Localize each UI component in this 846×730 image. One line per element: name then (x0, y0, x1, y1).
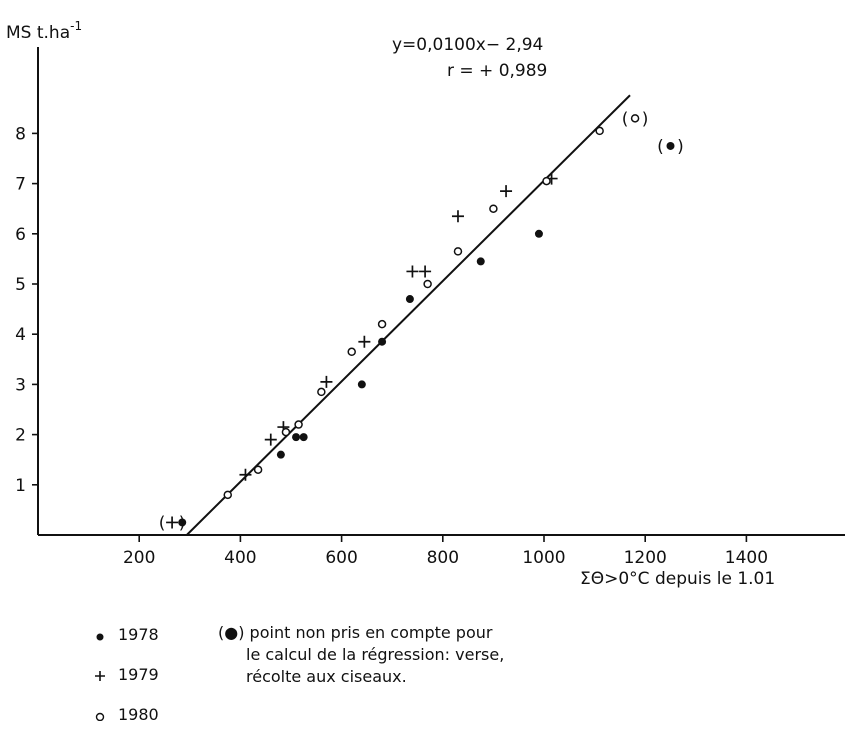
y-tick-label: 8 (15, 124, 26, 144)
point-1980 (489, 204, 498, 213)
point-1979 (500, 185, 513, 198)
point-1980 (317, 387, 326, 397)
excluded-point-1978 (666, 141, 675, 150)
point-1979 (451, 210, 464, 223)
legend-item-1980: 1980 (82, 700, 159, 730)
point-1980 (595, 126, 604, 136)
regression-equation: y=0,0100x− 2,94 (392, 35, 543, 55)
point-1979 (320, 375, 333, 388)
filled-circle-icon (82, 629, 118, 641)
point-1978 (357, 380, 366, 389)
correlation-coefficient: r = + 0,989 (447, 61, 547, 81)
y-tick-label: 3 (15, 375, 26, 395)
legend-label: 1978 (118, 625, 159, 644)
legend-item-1979: 1979 (82, 660, 159, 690)
note-marker: (●) (218, 623, 245, 642)
y-tick-label: 6 (15, 225, 26, 245)
paren-open: ( (622, 109, 629, 129)
x-axis-title: ΣΘ>0°C depuis le 1.01 (580, 569, 775, 589)
note-line-3: récolte aux ciseaux. (246, 667, 407, 686)
point-1980 (542, 176, 551, 186)
tick-layer: 200 400 600 800 1000 1200 1400 1 2 3 4 5 6 7 8 (15, 124, 768, 568)
point-1979 (239, 468, 252, 481)
point-1980 (453, 247, 463, 256)
regression-line-layer (186, 94, 631, 536)
note-line-1: point non pris en compte pour (249, 623, 493, 642)
regression-line (186, 94, 631, 536)
point-1978 (405, 295, 414, 304)
point-1978 (178, 518, 187, 527)
point-1979 (264, 433, 277, 446)
note-line-2: le calcul de la régression: verse, (246, 645, 505, 664)
point-1980 (423, 279, 432, 289)
y-tick-label: 1 (15, 476, 26, 496)
point-1979 (358, 335, 371, 348)
x-tick-label: 400 (224, 548, 256, 568)
point-1978 (292, 433, 301, 442)
paren-close: ) (677, 137, 684, 157)
legend-label: 1980 (118, 705, 159, 724)
chart-axes (37, 47, 845, 536)
point-1980 (253, 465, 263, 474)
legend: 1978 1979 1980 (82, 620, 159, 730)
x-tick-label: 800 (427, 548, 459, 568)
paren-close: ) (179, 513, 186, 533)
x-tick-label: 200 (123, 548, 155, 568)
point-1980 (281, 427, 291, 437)
y-tick-label: 7 (15, 175, 26, 195)
y-axis-title: MS t.ha-1 (6, 19, 82, 43)
x-tick-label: 1400 (725, 548, 768, 568)
point-1980 (294, 420, 303, 429)
legend-item-1978: 1978 (82, 620, 159, 650)
point-1978 (378, 337, 387, 346)
y-tick-label: 4 (15, 325, 26, 345)
exclusion-note: (●) point non pris en compte pour le cal… (218, 622, 504, 688)
point-1978 (476, 257, 485, 266)
legend-label: 1979 (118, 665, 159, 684)
paren-open: ( (657, 137, 664, 157)
paren-close: ) (642, 109, 649, 129)
excluded-point-1979 (166, 516, 179, 529)
point-1980 (377, 319, 387, 329)
y-tick-label: 5 (15, 275, 26, 295)
open-circle-icon (82, 709, 118, 721)
y-tick-label: 2 (15, 426, 26, 446)
point-1978 (534, 229, 543, 238)
point-1979 (406, 265, 419, 278)
point-1979 (419, 265, 432, 278)
point-1980 (347, 347, 356, 357)
data-points-layer: () () () (159, 109, 684, 533)
point-1978 (299, 433, 308, 442)
paren-open: ( (159, 513, 166, 533)
x-tick-label: 1000 (522, 548, 565, 568)
x-tick-label: 600 (325, 548, 357, 568)
plus-icon (82, 668, 118, 682)
point-1978 (276, 450, 285, 459)
excluded-point-1980 (630, 114, 640, 123)
point-1980 (223, 490, 232, 500)
x-tick-label: 1200 (624, 548, 667, 568)
